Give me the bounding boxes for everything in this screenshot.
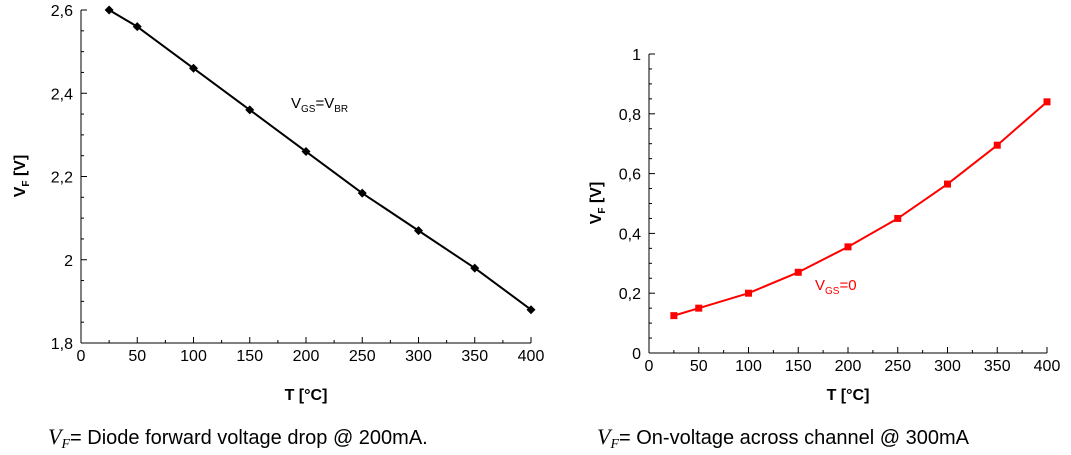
x-tick-label: 50 bbox=[690, 358, 708, 375]
y-tick-label: 2,4 bbox=[51, 86, 73, 103]
caption-right: VF= On-voltage across channel @ 300mA bbox=[597, 424, 970, 452]
x-tick-label: 150 bbox=[785, 358, 812, 375]
annotation-vgs-vbr: VGS=VBR bbox=[291, 95, 348, 115]
y-tick-label: 2,6 bbox=[51, 3, 73, 20]
x-tick-label: 0 bbox=[77, 348, 86, 365]
data-point bbox=[794, 268, 802, 276]
x-tick-label: 200 bbox=[835, 358, 862, 375]
chart-vf-diode: 0 50 100 150 200 250 300 350 400 1,8 2 2,2 2,4 2,6 VG… bbox=[12, 3, 544, 452]
x-tick-label: 400 bbox=[1034, 358, 1061, 375]
x-tick-label: 350 bbox=[984, 358, 1011, 375]
x-tick-label: 300 bbox=[405, 348, 432, 365]
data-point bbox=[132, 22, 142, 32]
data-point bbox=[414, 226, 423, 236]
x-tick-label: 250 bbox=[884, 358, 911, 375]
y-tick-label: 0,2 bbox=[619, 286, 641, 303]
data-point bbox=[670, 312, 678, 320]
x-tick-label: 0 bbox=[645, 358, 654, 375]
series-line bbox=[108, 9, 532, 311]
series-line bbox=[673, 101, 1048, 317]
data-point bbox=[357, 188, 367, 198]
data-point bbox=[944, 180, 951, 188]
x-tick-label: 350 bbox=[461, 348, 488, 365]
y-tick-label: 2,2 bbox=[51, 170, 73, 187]
y-tick-label: 0 bbox=[632, 346, 641, 363]
x-tick-label: 100 bbox=[735, 358, 762, 375]
y-tick-label: 2 bbox=[64, 253, 73, 270]
y-tick-label: 1 bbox=[632, 47, 641, 64]
data-point bbox=[301, 147, 311, 157]
chart-vf-channel: 0 50 100 150 200 250 300 350 400 0 0,2 0,4 0,6 0,8 1 V… bbox=[588, 47, 1060, 452]
x-tick-label: 200 bbox=[293, 348, 320, 365]
x-axis-label: T [°C] bbox=[285, 387, 328, 404]
data-point bbox=[1043, 98, 1051, 106]
data-point bbox=[745, 289, 752, 297]
caption-left: VF= Diode forward voltage drop @ 200mA. bbox=[48, 424, 428, 452]
y-tick-label: 0,6 bbox=[619, 167, 641, 184]
data-point bbox=[526, 305, 536, 315]
annotation-vgs-0: VGS=0 bbox=[815, 277, 857, 297]
y-axis-label: VF [V] bbox=[12, 155, 32, 198]
data-point bbox=[104, 5, 114, 15]
data-point bbox=[695, 304, 703, 312]
data-point bbox=[894, 214, 902, 222]
data-point bbox=[470, 263, 480, 273]
data-point bbox=[245, 105, 255, 115]
data-point bbox=[844, 243, 852, 251]
data-point bbox=[993, 141, 1001, 149]
y-axis-label: VF [V] bbox=[588, 182, 608, 225]
x-axis-label: T [°C] bbox=[827, 387, 870, 404]
x-tick-label: 150 bbox=[236, 348, 263, 365]
x-tick-label: 250 bbox=[349, 348, 376, 365]
y-tick-label: 0,8 bbox=[619, 107, 641, 124]
x-tick-label: 400 bbox=[518, 348, 545, 365]
y-tick-label: 1,8 bbox=[51, 336, 73, 353]
x-tick-label: 100 bbox=[180, 348, 207, 365]
data-point bbox=[189, 63, 198, 73]
x-tick-label: 300 bbox=[934, 358, 961, 375]
y-tick-label: 0,4 bbox=[619, 226, 641, 243]
x-tick-label: 50 bbox=[128, 348, 146, 365]
